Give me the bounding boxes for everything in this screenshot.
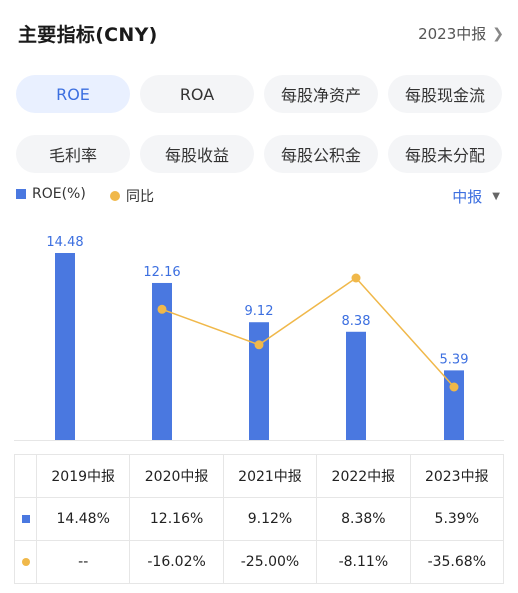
legend-roe: ROE(%) [16, 186, 86, 202]
tab-roa[interactable]: ROA [140, 75, 254, 113]
table-cell: 9.12% [222, 497, 318, 541]
period-dropdown-label: 中报 [452, 188, 483, 206]
tab-net-assets-per-share[interactable]: 每股净资产 [264, 75, 378, 113]
table-header-cell: 2023中报 [409, 454, 505, 498]
table-cell: 5.39% [409, 497, 505, 541]
indicator-table: 2019中报 2020中报 2021中报 2022中报 2023中报 14.48… [14, 454, 505, 584]
yoy-point [254, 340, 264, 350]
roe-bar [55, 253, 75, 440]
yoy-point [157, 304, 167, 314]
roe-bar [346, 331, 366, 440]
tab-eps[interactable]: 每股收益 [140, 135, 254, 173]
header: 主要指标(CNY) 2023中报 ❯ [0, 0, 518, 64]
bar-value-label: 8.38 [342, 314, 371, 329]
roe-chart: 14.48 12.16 9.12 8.38 5.39 [14, 235, 504, 441]
bar-value-label: 5.39 [440, 352, 469, 367]
legend-bar-swatch [16, 189, 26, 199]
table-row-yoy: -- -16.02% -25.00% -8.11% -35.68% [14, 540, 505, 584]
table-header-row: 2019中报 2020中报 2021中报 2022中报 2023中报 [14, 454, 505, 498]
roe-bar [152, 282, 172, 440]
legend-yoy: 同比 [110, 186, 154, 206]
table-header-cell: 2019中报 [35, 454, 131, 498]
bar-value-label: 12.16 [143, 265, 180, 280]
roe-bar [249, 322, 269, 440]
caret-down-icon: ▼ [492, 191, 500, 202]
tab-gross-margin[interactable]: 毛利率 [16, 135, 130, 173]
table-cell: -35.68% [409, 540, 505, 584]
table-cell: -25.00% [222, 540, 318, 584]
yoy-point [351, 273, 361, 283]
table-cell: -8.11% [316, 540, 411, 584]
table-header-cell: 2021中报 [222, 454, 318, 498]
legend-roe-label: ROE(%) [32, 186, 86, 202]
tab-reserve-per-share[interactable]: 每股公积金 [264, 135, 378, 173]
tab-roe[interactable]: ROE [16, 75, 130, 113]
page-title: 主要指标(CNY) [18, 24, 158, 46]
table-cell: -16.02% [129, 540, 224, 584]
table-cell: -- [35, 540, 131, 584]
table-header-marker [14, 454, 37, 498]
bar-value-label: 14.48 [46, 235, 83, 250]
report-period-label: 2023中报 [418, 25, 487, 43]
period-dropdown[interactable]: 中报 ▼ [452, 186, 500, 207]
chart-legend: ROE(%) 同比 中报 ▼ [14, 186, 504, 208]
tab-undistributed-per-share[interactable]: 每股未分配 [388, 135, 502, 173]
table-header-cell: 2022中报 [316, 454, 411, 498]
yoy-dot-icon [21, 558, 30, 566]
table-header-cell: 2020中报 [129, 454, 224, 498]
legend-line-swatch [110, 191, 120, 201]
tab-cash-flow-per-share[interactable]: 每股现金流 [388, 75, 502, 113]
legend-yoy-label: 同比 [126, 189, 154, 205]
table-cell: 14.48% [35, 497, 131, 541]
roe-row-marker [14, 497, 37, 541]
chevron-right-icon: ❯ [492, 25, 504, 42]
table-cell: 12.16% [129, 497, 224, 541]
roe-bar [444, 370, 464, 440]
yoy-point [449, 382, 459, 392]
report-period-link[interactable]: 2023中报 ❯ [418, 23, 504, 44]
yoy-row-marker [14, 540, 37, 584]
table-row-roe: 14.48% 12.16% 9.12% 8.38% 5.39% [14, 497, 505, 541]
yoy-line [161, 277, 455, 388]
bar-value-label: 9.12 [245, 304, 274, 319]
table-cell: 8.38% [316, 497, 411, 541]
roe-square-icon [21, 515, 30, 523]
